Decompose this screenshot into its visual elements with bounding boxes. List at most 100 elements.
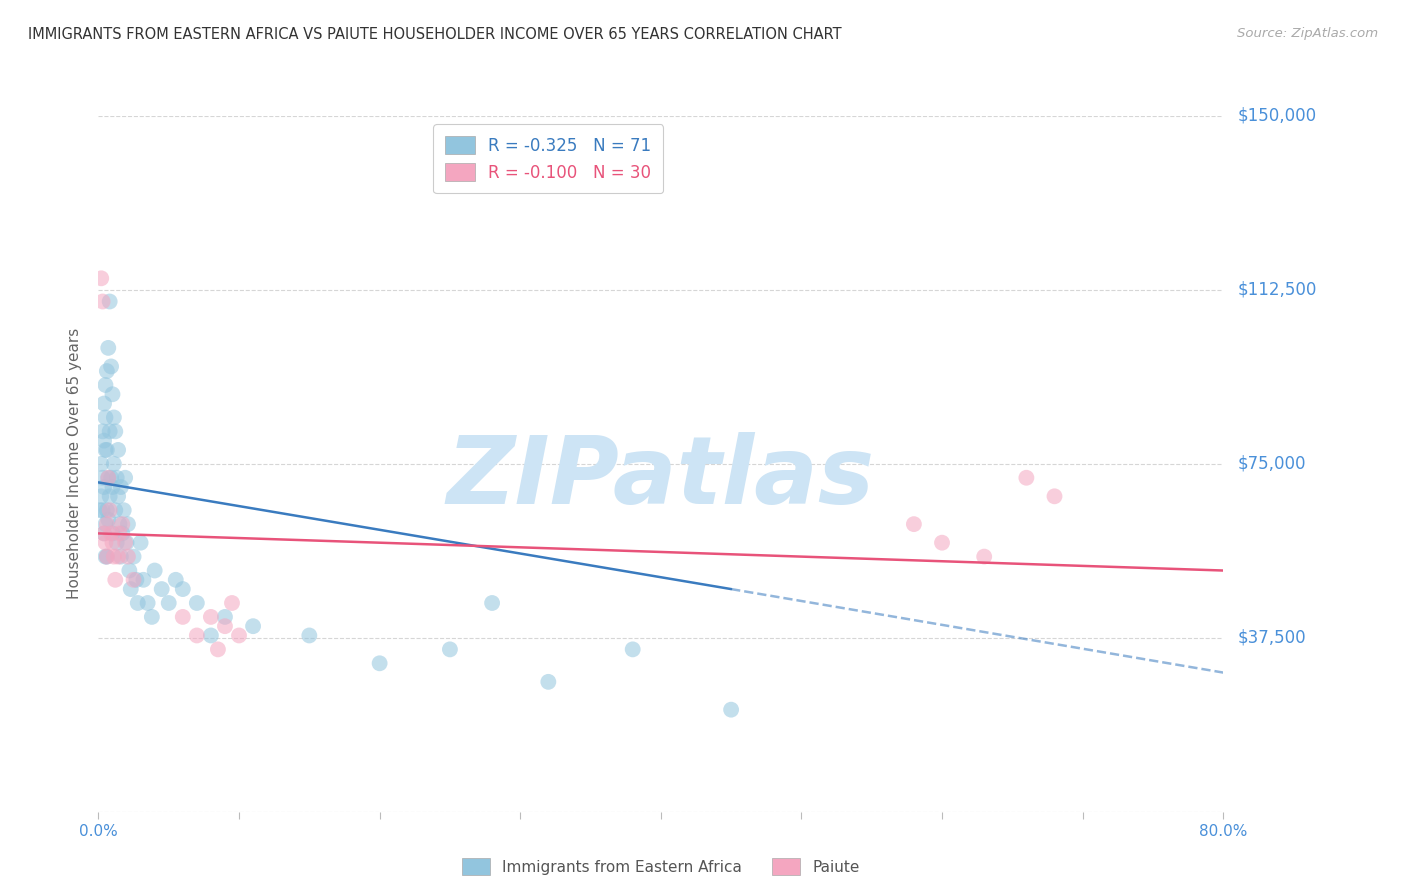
Point <box>931 535 953 549</box>
Point <box>101 387 124 401</box>
Point <box>97 471 120 485</box>
Point <box>200 610 222 624</box>
Point <box>120 582 142 596</box>
Point <box>94 535 117 549</box>
Point <box>93 526 115 541</box>
Point <box>103 457 125 471</box>
Point <box>537 674 560 689</box>
Point <box>118 564 141 578</box>
Point <box>93 480 115 494</box>
Point <box>104 573 127 587</box>
Point <box>94 549 117 564</box>
Point <box>903 517 925 532</box>
Point <box>165 573 187 587</box>
Point <box>214 610 236 624</box>
Point <box>111 526 134 541</box>
Point <box>96 549 118 564</box>
Point <box>90 271 112 285</box>
Legend: Immigrants from Eastern Africa, Paiute: Immigrants from Eastern Africa, Paiute <box>453 849 869 884</box>
Point <box>107 489 129 503</box>
Point <box>110 480 132 494</box>
Point <box>100 471 122 485</box>
Point <box>368 657 391 671</box>
Text: $75,000: $75,000 <box>1237 455 1306 473</box>
Point <box>107 549 129 564</box>
Y-axis label: Householder Income Over 65 years: Householder Income Over 65 years <box>67 328 83 599</box>
Point <box>186 628 208 642</box>
Point <box>105 471 128 485</box>
Text: ZIPatlas: ZIPatlas <box>447 432 875 524</box>
Point <box>104 425 127 439</box>
Point <box>141 610 163 624</box>
Point <box>122 549 145 564</box>
Point <box>96 549 118 564</box>
Point <box>100 526 122 541</box>
Point <box>101 526 124 541</box>
Point <box>91 503 114 517</box>
Point <box>96 517 118 532</box>
Point <box>172 610 194 624</box>
Point <box>117 517 139 532</box>
Point <box>91 471 114 485</box>
Point <box>108 517 131 532</box>
Point <box>96 503 118 517</box>
Point <box>129 535 152 549</box>
Point <box>94 517 117 532</box>
Point <box>89 503 111 517</box>
Point <box>110 549 132 564</box>
Point <box>439 642 461 657</box>
Point <box>125 573 148 587</box>
Point <box>117 549 139 564</box>
Point <box>104 503 127 517</box>
Point <box>112 503 135 517</box>
Text: $37,500: $37,500 <box>1237 629 1306 647</box>
Point <box>111 517 134 532</box>
Point <box>136 596 159 610</box>
Point <box>228 628 250 642</box>
Point <box>127 596 149 610</box>
Point <box>98 503 121 517</box>
Point <box>720 703 742 717</box>
Point <box>108 526 131 541</box>
Point <box>93 526 115 541</box>
Point <box>207 642 229 657</box>
Point <box>98 425 121 439</box>
Point <box>481 596 503 610</box>
Point <box>101 535 124 549</box>
Point <box>96 442 118 457</box>
Point <box>114 471 136 485</box>
Point <box>200 628 222 642</box>
Point <box>94 410 117 425</box>
Point <box>91 425 114 439</box>
Text: $112,500: $112,500 <box>1237 281 1316 299</box>
Point <box>98 294 121 309</box>
Point <box>94 378 117 392</box>
Point <box>143 564 166 578</box>
Point <box>1043 489 1066 503</box>
Point <box>621 642 644 657</box>
Text: IMMIGRANTS FROM EASTERN AFRICA VS PAIUTE HOUSEHOLDER INCOME OVER 65 YEARS CORREL: IMMIGRANTS FROM EASTERN AFRICA VS PAIUTE… <box>28 27 842 42</box>
Point <box>90 489 112 503</box>
Point <box>93 434 115 448</box>
Point <box>242 619 264 633</box>
Point <box>122 573 145 587</box>
Point <box>103 410 125 425</box>
Point <box>115 535 138 549</box>
Point <box>97 471 120 485</box>
Point <box>186 596 208 610</box>
Text: Source: ZipAtlas.com: Source: ZipAtlas.com <box>1237 27 1378 40</box>
Point <box>91 294 114 309</box>
Point <box>973 549 995 564</box>
Point <box>97 341 120 355</box>
Point <box>132 573 155 587</box>
Point <box>214 619 236 633</box>
Point <box>93 396 115 410</box>
Point <box>150 582 173 596</box>
Point <box>114 535 136 549</box>
Point <box>103 549 125 564</box>
Point <box>97 512 120 526</box>
Point <box>105 535 128 549</box>
Point <box>157 596 180 610</box>
Point <box>1015 471 1038 485</box>
Point <box>98 489 121 503</box>
